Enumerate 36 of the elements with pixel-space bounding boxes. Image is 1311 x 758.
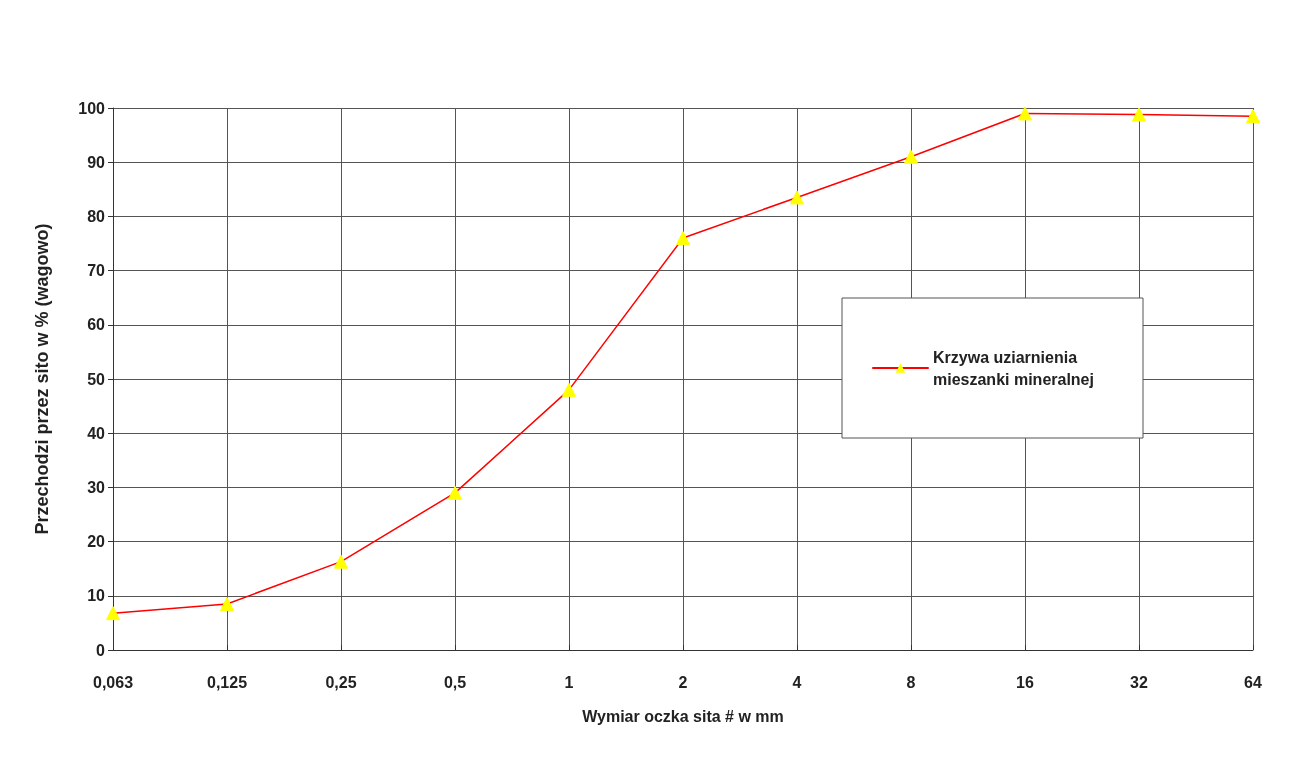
y-tick-label: 10 bbox=[87, 587, 106, 605]
legend-label: Krzywa uziarnienia mieszanki mineralnej bbox=[933, 348, 1094, 388]
point bbox=[904, 149, 918, 164]
x-tick-label: 2 bbox=[678, 673, 688, 691]
point bbox=[334, 554, 348, 569]
y-axis-title: Przechodzi przez sito w % (wagowo) bbox=[32, 223, 52, 535]
point bbox=[562, 382, 576, 397]
point bbox=[1018, 106, 1032, 121]
x-tick-label: 0,25 bbox=[325, 673, 357, 691]
y-tick-label: 30 bbox=[87, 478, 106, 496]
x-tick-label: 8 bbox=[906, 673, 916, 691]
x-axis-title: Wymiar oczka sita # w mm bbox=[582, 707, 784, 725]
y-tick-label: 100 bbox=[78, 99, 106, 117]
point bbox=[220, 596, 234, 611]
x-tick-label: 0,125 bbox=[206, 673, 248, 691]
x-tick-label: 32 bbox=[1130, 673, 1148, 691]
y-tick-label: 80 bbox=[87, 207, 106, 225]
x-tick-label: 1 bbox=[564, 673, 574, 691]
y-tick-label: 50 bbox=[87, 370, 106, 388]
point bbox=[1246, 109, 1260, 124]
point bbox=[676, 231, 690, 246]
y-tick-label: 40 bbox=[87, 424, 106, 442]
x-tick-label: 0,063 bbox=[92, 673, 134, 691]
y-tick-label: 0 bbox=[96, 641, 106, 659]
y-tick-label: 70 bbox=[87, 262, 106, 280]
point bbox=[790, 190, 804, 205]
point bbox=[106, 606, 120, 621]
x-tick-label: 16 bbox=[1016, 673, 1034, 691]
x-tick-label: 4 bbox=[792, 673, 802, 691]
x-tick-label: 0,5 bbox=[443, 673, 467, 691]
y-tick-label: 60 bbox=[87, 316, 106, 334]
point bbox=[448, 485, 462, 500]
y-tick-label: 90 bbox=[87, 153, 106, 171]
y-tick-label: 20 bbox=[87, 533, 106, 551]
x-tick-label: 64 bbox=[1244, 673, 1262, 691]
point bbox=[1132, 107, 1146, 122]
